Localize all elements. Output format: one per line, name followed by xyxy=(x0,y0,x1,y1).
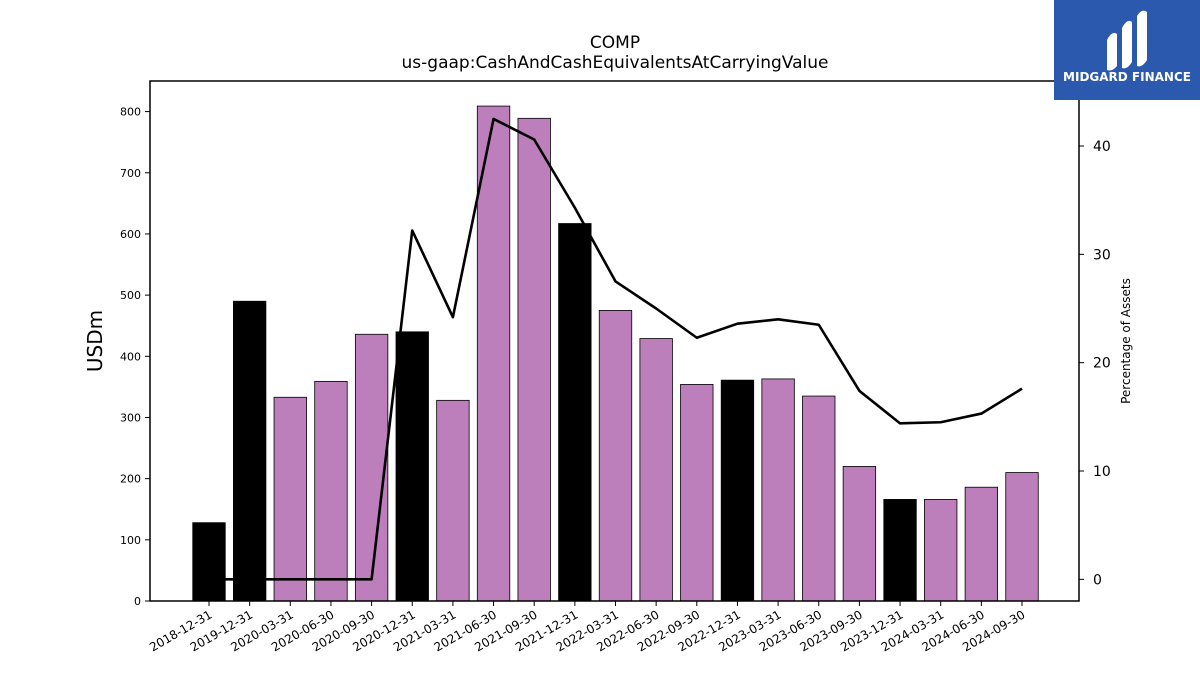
y-tick-label: 300 xyxy=(120,411,141,424)
y2-tick-label: 20 xyxy=(1093,356,1111,372)
y-tick-label: 200 xyxy=(120,473,141,486)
bar-2022-03-31 xyxy=(598,310,633,602)
bar-2020-06-30 xyxy=(314,380,348,602)
y-axis-right: 0 10 20 30 40 xyxy=(1079,139,1111,588)
bar-2021-03-31 xyxy=(436,399,470,602)
bar-2023-09-30 xyxy=(842,466,877,602)
bar-2020-09-30 xyxy=(354,333,389,602)
brand-logo: MIDGARD FINANCE xyxy=(1054,0,1200,100)
chart-subtitle: us-gaap:CashAndCashEquivalentsAtCarrying… xyxy=(402,53,829,73)
bars-layer xyxy=(192,105,1039,602)
y2-axis-label: Percentage of Assets xyxy=(1119,278,1133,404)
y-tick-label: 600 xyxy=(120,228,141,241)
chart-title: COMP xyxy=(590,33,640,53)
bar-2023-03-31 xyxy=(761,378,795,602)
plot-frame xyxy=(149,80,1080,602)
bar-2022-09-30 xyxy=(680,384,714,602)
y-tick-label: 500 xyxy=(120,289,141,302)
y-tick-label: 100 xyxy=(120,534,141,547)
bar-2023-06-30 xyxy=(802,395,836,602)
y-tick-label: 700 xyxy=(120,167,141,180)
bar-2018-12-31 xyxy=(192,522,226,602)
y-axis-left: 0 100 200 300 400 500 600 700 800 xyxy=(120,106,150,608)
x-axis: 2018-12-312019-12-312020-03-312020-06-30… xyxy=(147,601,1028,654)
bar-2024-06-30 xyxy=(964,486,998,602)
bar-2021-09-30 xyxy=(517,117,551,602)
y2-tick-label: 10 xyxy=(1093,464,1111,480)
bar-2023-12-31 xyxy=(883,499,917,602)
y-tick-label: 400 xyxy=(120,350,141,363)
bar-2019-12-31 xyxy=(232,300,267,602)
y2-tick-label: 40 xyxy=(1093,139,1111,155)
y-tick-label: 0 xyxy=(134,595,141,608)
bar-2021-06-30 xyxy=(476,105,511,602)
bar-2020-03-31 xyxy=(273,396,307,602)
bar-2024-03-31 xyxy=(924,499,958,602)
percentage-line xyxy=(209,117,1023,581)
y-axis-label: USDm xyxy=(83,310,107,372)
line-layer xyxy=(209,117,1023,581)
y2-tick-label: 0 xyxy=(1093,572,1102,588)
logo-mark-icon xyxy=(1107,10,1147,71)
y2-tick-label: 30 xyxy=(1093,247,1111,263)
y-tick-label: 800 xyxy=(120,106,141,119)
bar-2022-06-30 xyxy=(639,338,673,602)
logo-text: MIDGARD FINANCE xyxy=(1063,70,1191,84)
bar-2021-12-31 xyxy=(558,223,592,602)
bar-2022-12-31 xyxy=(720,379,755,602)
bar-2024-09-30 xyxy=(1005,472,1039,602)
bar-2020-12-31 xyxy=(395,331,429,602)
